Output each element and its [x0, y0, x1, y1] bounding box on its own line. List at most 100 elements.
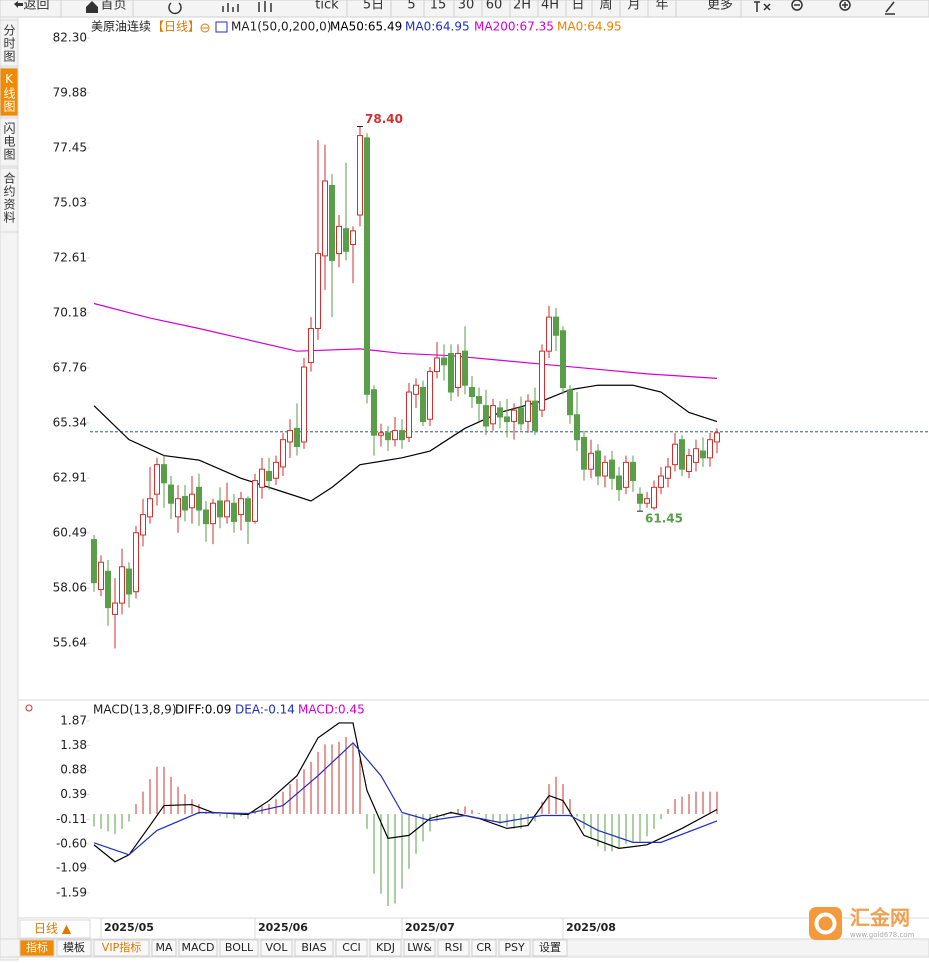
indicator-line [93, 741, 718, 856]
bottom-tab[interactable] [498, 939, 531, 957]
candle-body [441, 357, 447, 366]
bottom-tab[interactable] [471, 939, 497, 957]
candle-body [434, 357, 440, 373]
toolbar-button[interactable]: 月 [627, 0, 640, 13]
side-tab-label[interactable]: K线图 [2, 72, 16, 113]
candle-body [231, 502, 237, 522]
candle-body [469, 386, 475, 398]
y-tick-label: 79.88 [53, 85, 87, 99]
bottom-tab-label[interactable]: KDJ [376, 941, 395, 954]
bottom-tab[interactable] [19, 939, 55, 957]
candle-body [112, 602, 118, 615]
toolbar-button[interactable]: 5日 [363, 0, 384, 13]
toolbar-button[interactable]: 返回 [23, 0, 49, 13]
toolbar-button[interactable]: 4H [541, 0, 559, 13]
candle-body [350, 230, 356, 246]
pencil-icon[interactable] [885, 1, 895, 13]
bottom-tab-label[interactable]: MACD [182, 941, 215, 954]
refresh-icon[interactable] [168, 2, 182, 15]
bottom-tab-label[interactable]: CR [476, 941, 492, 954]
toolbar-button[interactable]: 30 [458, 0, 475, 13]
bottom-tab[interactable] [56, 939, 92, 957]
bottom-tab[interactable] [532, 939, 568, 957]
candle-body [700, 450, 706, 459]
bottom-tab[interactable] [437, 939, 470, 957]
bottom-tab-label[interactable]: PSY [504, 941, 525, 954]
bottom-tab-label[interactable]: RSI [445, 941, 463, 954]
side-tab[interactable] [0, 167, 19, 233]
candle-body [693, 448, 699, 463]
candle-body [595, 450, 601, 477]
y-tick-label: 55.64 [53, 636, 87, 650]
candle-body [364, 137, 370, 395]
toolbar-button[interactable]: 5 [407, 0, 415, 13]
side-tab[interactable] [0, 67, 19, 117]
candle-body [301, 366, 307, 443]
bottom-tab[interactable] [403, 939, 436, 957]
candle-icon[interactable] [258, 1, 272, 12]
back-icon[interactable] [14, 1, 23, 8]
toolbar-button[interactable]: 日 [571, 0, 584, 13]
bottom-tab-label[interactable]: VOL [265, 941, 288, 954]
side-tab-label[interactable]: 合约资料 [2, 171, 16, 224]
y-tick-label: 1.87 [60, 713, 87, 727]
toolbar-button[interactable]: tick [315, 0, 339, 13]
bottom-tab-label[interactable]: MA [155, 941, 172, 954]
period-selector[interactable]: 日线 ▲ [34, 922, 72, 936]
bottom-tab-label[interactable]: LW& [407, 941, 432, 954]
candle-body [378, 432, 384, 436]
macd-icon[interactable] [25, 704, 33, 712]
bottom-tab-label[interactable]: BIAS [301, 941, 326, 954]
bottom-tab[interactable] [178, 939, 218, 957]
y-tick-label: -0.60 [56, 836, 87, 850]
candle-body [98, 561, 104, 590]
period-box[interactable] [19, 919, 91, 939]
toolbar-button[interactable]: 15 [430, 0, 447, 13]
fx-icon[interactable] [754, 1, 771, 12]
toolbar-button[interactable]: 60 [486, 0, 503, 13]
bottom-tab-label[interactable]: CCI [342, 941, 361, 954]
bottom-tab[interactable] [294, 939, 334, 957]
candle-body [714, 432, 720, 443]
bar-icon[interactable] [222, 3, 239, 12]
y-tick-label: 75.03 [53, 195, 87, 209]
bottom-tab-label[interactable]: 设置 [539, 941, 561, 954]
bottom-tab-label[interactable]: 指标 [26, 940, 48, 954]
side-tab[interactable] [0, 19, 19, 67]
side-tab-label[interactable]: 分时图 [2, 24, 16, 63]
y-tick-label: 67.76 [53, 360, 87, 374]
bottom-tab-label[interactable]: BOLL [225, 941, 254, 954]
indicator-icon [215, 21, 228, 33]
bottom-tab-label[interactable]: VIP指标 [102, 940, 141, 954]
zoom-in-icon[interactable] [839, 0, 851, 11]
settings-icon[interactable] [200, 23, 210, 33]
side-tab-label[interactable]: 闪电图 [2, 122, 16, 161]
candle-body [413, 384, 419, 395]
candle-body [336, 225, 342, 255]
bottom-tab[interactable] [369, 939, 402, 957]
candle-body [406, 391, 412, 438]
candle-body [273, 461, 279, 479]
toolbar-button[interactable]: 周 [599, 0, 612, 13]
bottom-tab[interactable] [93, 939, 150, 957]
candle-body [224, 500, 230, 518]
bottom-tab[interactable] [151, 939, 177, 957]
candle-body [546, 316, 552, 352]
toolbar-button[interactable]: 首页 [100, 0, 126, 13]
side-tab[interactable] [0, 117, 19, 167]
candle-body [581, 436, 587, 470]
candle-body [91, 539, 97, 584]
bottom-tab[interactable] [335, 939, 368, 957]
toolbar-button[interactable]: 2H [513, 0, 531, 13]
y-tick-label: 72.61 [53, 250, 87, 264]
watermark: 汇金网 www.gold678.com [809, 906, 915, 940]
home-icon[interactable] [86, 1, 98, 13]
bottom-tab[interactable] [260, 939, 293, 957]
bottom-tab-label[interactable]: 模板 [63, 940, 85, 954]
zoom-out-icon[interactable] [791, 0, 803, 11]
bottom-tab[interactable] [219, 939, 259, 957]
indicator-line [93, 722, 718, 863]
candle-body [455, 352, 461, 388]
toolbar-button[interactable]: 更多 [707, 0, 733, 13]
toolbar-button[interactable]: 年 [655, 0, 668, 13]
